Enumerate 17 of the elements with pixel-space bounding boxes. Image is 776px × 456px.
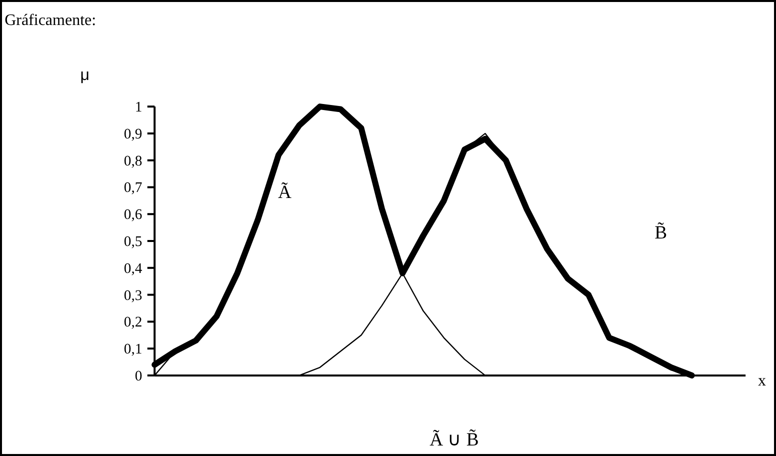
y-tick-label: 0,5 — [124, 234, 142, 250]
annotation: B̃ — [654, 222, 668, 244]
y-tick-label: 0,4 — [124, 260, 143, 277]
y-tick-label: 1 — [134, 100, 142, 116]
text: Ã ∪ B̃ — [430, 428, 479, 450]
y-tick-label: 0,3 — [124, 288, 142, 304]
y-tick-label: 0,1 — [124, 342, 142, 358]
y-tick-label: 0 — [134, 368, 142, 384]
annotation: Ã — [278, 182, 292, 204]
y-axis-title: μ — [80, 67, 90, 84]
x-axis-title: x — [758, 372, 766, 390]
y-tick-label: 0,9 — [124, 126, 142, 142]
y-tick-label: 0,6 — [124, 207, 142, 224]
chart-title: Gráficamente: — [4, 12, 96, 30]
y-tick-label: 0,8 — [124, 153, 142, 170]
y-tick-label: 0,7 — [124, 180, 142, 196]
y-tick-label: 0,2 — [124, 314, 142, 331]
